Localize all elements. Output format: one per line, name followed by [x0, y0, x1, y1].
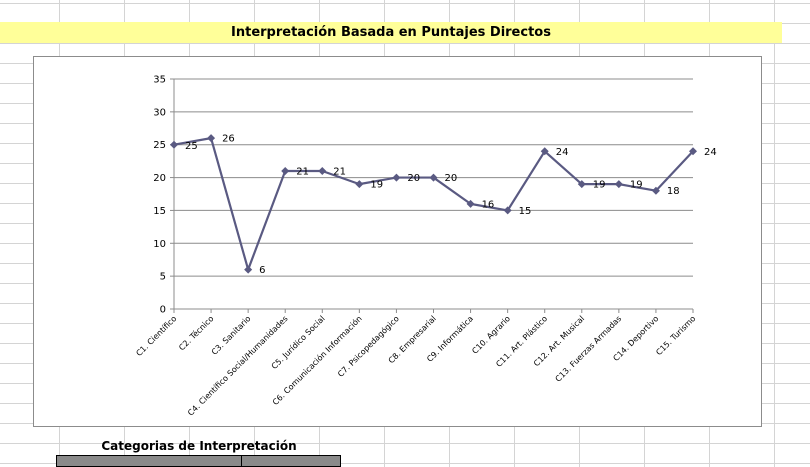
y-tick-label: 5 — [160, 272, 166, 283]
data-label: 21 — [296, 167, 309, 178]
data-label: 24 — [556, 147, 569, 158]
y-tick-label: 35 — [153, 75, 166, 86]
data-point-marker — [614, 180, 623, 189]
data-point-marker — [466, 199, 475, 208]
x-tick-label: C7. Psicopedagógico — [335, 313, 401, 379]
y-tick-label: 25 — [153, 140, 166, 151]
data-label: 20 — [445, 173, 458, 184]
x-tick-label: C15. Turismo — [654, 314, 697, 357]
data-point-marker — [170, 140, 178, 149]
data-label: 24 — [704, 147, 717, 158]
data-label: 19 — [593, 180, 606, 191]
categories-table-header — [56, 455, 341, 467]
x-tick-label: C13. Fuerzas Armadas — [554, 314, 624, 384]
data-point-marker — [392, 173, 401, 182]
data-point-marker — [207, 134, 216, 143]
data-label: 19 — [370, 180, 383, 191]
y-tick-label: 15 — [153, 206, 166, 217]
chart-container[interactable]: 0 5 10 15 20 25 30 35 C1. Científico C2. Técnico C… — [33, 56, 762, 427]
categories-table-title: Categorias de Interpretación — [101, 439, 297, 453]
data-point-marker — [281, 167, 290, 175]
table-column-divider — [241, 456, 242, 466]
data-point-marker — [318, 167, 327, 175]
data-label: 16 — [482, 199, 495, 210]
data-label: 20 — [407, 173, 420, 184]
data-label: 19 — [630, 180, 643, 191]
sheet-title: Interpretación Basada en Puntajes Direct… — [231, 25, 551, 40]
data-point-marker — [503, 206, 512, 215]
x-tick-label: C1. Científico — [134, 314, 178, 358]
data-label: 21 — [333, 167, 346, 178]
y-tick-label: 30 — [153, 107, 166, 118]
series-line — [173, 137, 694, 271]
y-tick-label: 10 — [153, 239, 166, 250]
data-point-marker — [689, 147, 697, 156]
x-tick-label: C10. Agrario — [470, 314, 512, 356]
y-tick-label: 0 — [160, 305, 166, 316]
data-label: 25 — [185, 141, 198, 152]
x-tick-label: C2. Técnico — [176, 313, 215, 352]
data-label: 26 — [222, 134, 235, 145]
data-point-marker — [651, 186, 660, 195]
data-label: 15 — [519, 206, 532, 217]
sheet-title-banner: Interpretación Basada en Puntajes Direct… — [0, 22, 782, 43]
data-point-marker — [429, 173, 438, 182]
data-label: 6 — [259, 265, 265, 276]
data-point-marker — [355, 180, 364, 189]
data-point-marker — [244, 265, 253, 274]
y-tick-label: 20 — [153, 173, 166, 184]
data-point-marker — [577, 180, 586, 189]
data-label: 18 — [667, 186, 680, 197]
data-point-marker — [540, 147, 549, 156]
